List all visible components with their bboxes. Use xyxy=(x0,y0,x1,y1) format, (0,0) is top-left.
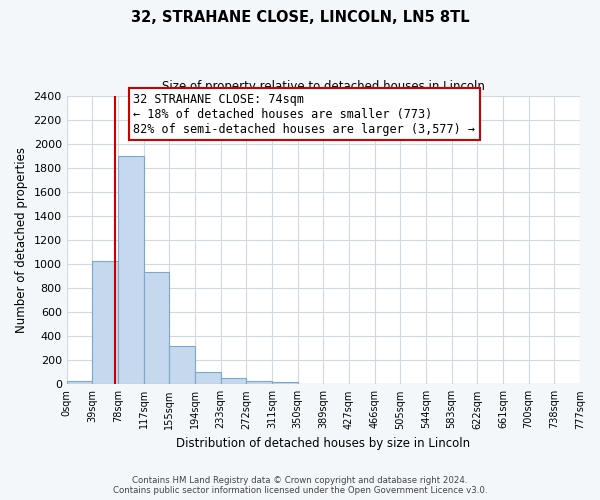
Text: Contains HM Land Registry data © Crown copyright and database right 2024.
Contai: Contains HM Land Registry data © Crown c… xyxy=(113,476,487,495)
Bar xyxy=(221,378,247,384)
Bar xyxy=(143,272,169,384)
X-axis label: Distribution of detached houses by size in Lincoln: Distribution of detached houses by size … xyxy=(176,437,470,450)
Y-axis label: Number of detached properties: Number of detached properties xyxy=(15,147,28,333)
Bar xyxy=(247,380,272,384)
Text: 32 STRAHANE CLOSE: 74sqm
← 18% of detached houses are smaller (773)
82% of semi-: 32 STRAHANE CLOSE: 74sqm ← 18% of detach… xyxy=(133,92,475,136)
Bar xyxy=(272,382,298,384)
Text: 32, STRAHANE CLOSE, LINCOLN, LN5 8TL: 32, STRAHANE CLOSE, LINCOLN, LN5 8TL xyxy=(131,10,469,25)
Bar xyxy=(169,346,195,385)
Bar xyxy=(92,261,118,384)
Bar xyxy=(67,382,92,384)
Bar xyxy=(195,372,221,384)
Bar xyxy=(118,156,143,384)
Title: Size of property relative to detached houses in Lincoln: Size of property relative to detached ho… xyxy=(162,80,485,93)
